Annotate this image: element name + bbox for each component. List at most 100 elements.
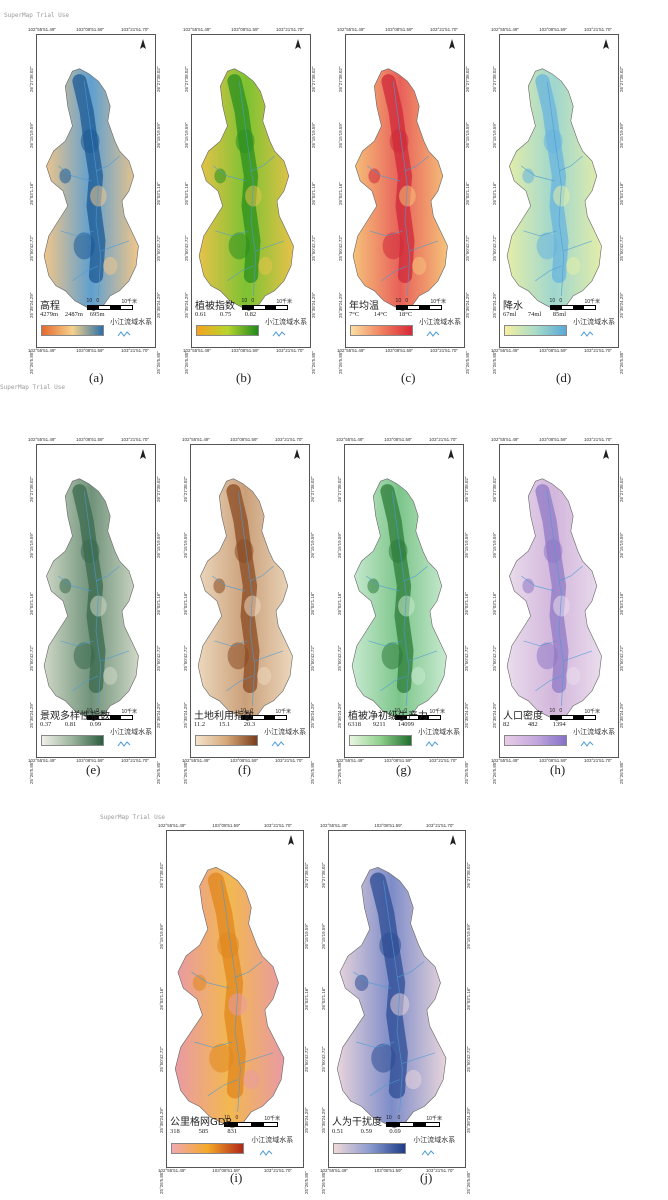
value-patch (543, 129, 563, 154)
coord-right-label: 26°27'38.02" (619, 66, 624, 92)
coord-left-label: 25°50'42.72" (337, 645, 342, 672)
legend-title: 土地利用指数 (194, 711, 254, 723)
river-legend-label: 小江流域水系 (573, 728, 616, 737)
scale-label: 10 (549, 707, 556, 714)
coord-left-label: 25°38'24.29" (29, 292, 34, 318)
panel-label: (g) (396, 762, 412, 777)
north-arrow-icon (288, 835, 294, 845)
river-line (523, 230, 557, 237)
value-patch (213, 578, 226, 594)
coord-right-label: 26°03'1.16" (310, 591, 315, 615)
map-frame: 10 0 10千米 植被净初级生产力 6318 9211 14099 小江流域水系 (344, 444, 464, 758)
value-patch (227, 642, 249, 670)
watershed-map (351, 478, 447, 722)
value-patch (103, 256, 118, 275)
scale-label: 10 (224, 1114, 230, 1121)
value-patch (390, 993, 410, 1016)
coord-top-label: 103°21'51.70" (428, 437, 457, 442)
river-line (546, 81, 565, 296)
coord-right-label: 26°03'1.16" (619, 591, 624, 615)
river-icon (260, 1149, 273, 1156)
coord-top-label: 102°55'51.49" (491, 437, 520, 442)
river-line (563, 240, 593, 252)
scale-label: 10千米 (276, 298, 293, 305)
watermark-bot: SuperMap Trial Use (100, 814, 166, 821)
river-line (409, 240, 439, 252)
legend-value: 0.75 (219, 311, 232, 319)
scale-ruler (549, 304, 597, 310)
coord-top-label: 102°55'51.49" (337, 27, 366, 32)
panel-j: 10 0 10千米 人为干扰度 0.51 0.59 0.69 小江流域水系 102°55'51.… (320, 823, 471, 1194)
river-legend-label: 小江流域水系 (264, 728, 307, 737)
coord-top-label: 102°55'51.49" (336, 437, 365, 442)
panel-label: (c) (401, 370, 416, 385)
value-patch (354, 974, 369, 991)
river-line (237, 491, 256, 706)
watermark-top: SuperMap Trial Use (4, 12, 70, 19)
river-line (254, 650, 284, 662)
scale-bar: 10 0 10千米 (394, 708, 445, 720)
river-line (249, 565, 274, 582)
coord-left-label: 26°27'38.02" (29, 476, 34, 502)
coord-left-label: 25°38'24.29" (337, 702, 342, 728)
legend-value: 2487m (64, 311, 83, 319)
panel-c: 10 0 10千米 年均温 7°C 14°C 18°C 小江流域水系 102°55'51.49"… (337, 27, 470, 374)
river-line (380, 675, 407, 692)
legend-color-ramp (333, 1143, 406, 1155)
value-patch (234, 539, 254, 564)
coord-top-label: 103°08'51.59" (384, 437, 413, 442)
river-line (369, 230, 403, 237)
value-patch (412, 256, 427, 275)
coord-right-label: 25°26'5.85" (156, 350, 161, 374)
river-icon (422, 1149, 435, 1156)
river-line (403, 565, 428, 582)
coord-top-label: 103°08'51.59" (539, 27, 568, 32)
river-icon (426, 330, 440, 337)
legend-color-ramp (41, 325, 105, 337)
coord-right-label: 26°03'1.16" (156, 591, 161, 615)
scale-label: 0 (96, 297, 100, 304)
legend-value: 0.81 (64, 721, 77, 729)
coord-right-label: 25°38'24.29" (310, 702, 315, 728)
coord-right-label: 26°15'19.59" (464, 532, 469, 559)
coord-right-label: 26°15'19.59" (156, 532, 161, 559)
value-patch (368, 168, 381, 184)
coord-right-label: 25°50'42.72" (156, 645, 161, 672)
scale-bar: 10 0 10千米 (241, 298, 292, 310)
river-line (520, 165, 555, 182)
scale-label: 0 (405, 297, 409, 304)
coord-right-label: 25°50'42.72" (619, 235, 624, 262)
river-line (57, 575, 92, 592)
north-arrow-icon (140, 449, 146, 459)
river-line (211, 575, 246, 592)
river-line (57, 165, 92, 182)
value-patch (209, 1043, 234, 1073)
coord-top-label: 103°21'51.70" (275, 27, 304, 32)
river-line (194, 1041, 233, 1048)
coord-left-label: 26°03'1.16" (29, 591, 34, 615)
value-patch (367, 578, 380, 594)
river-legend-label: 小江流域水系 (413, 1136, 456, 1145)
coord-top-label: 102°55'51.49" (491, 27, 520, 32)
scale-label: 0 (250, 707, 254, 714)
panel-label: (b) (236, 370, 252, 385)
scale-label: 10千米 (275, 708, 292, 715)
coord-bottom-label: 103°08'51.59" (76, 758, 105, 763)
coord-right-label: 25°38'24.29" (619, 702, 624, 728)
value-patch (73, 232, 95, 260)
value-patch (245, 185, 262, 207)
watershed-map (174, 866, 285, 1129)
coord-top-label: 102°55'51.49" (158, 823, 187, 828)
value-patch (411, 666, 426, 685)
river-legend-label: 小江流域水系 (110, 728, 153, 737)
river-line (353, 971, 392, 989)
coord-right-label: 25°26'5.85" (465, 350, 470, 374)
scale-bar: 10 0 10千米 (224, 1115, 280, 1127)
coord-left-label: 25°38'24.29" (159, 1107, 164, 1133)
legend-color-ramp (195, 735, 259, 747)
scale-bar: 10 0 10千米 (549, 708, 600, 720)
scale-label: 0 (397, 1114, 401, 1121)
legend-title: 高程 (40, 301, 60, 313)
map-frame: 10 0 10千米 年均温 7°C 14°C 18°C 小江流域水系 (345, 34, 465, 348)
river-line (356, 1041, 395, 1048)
